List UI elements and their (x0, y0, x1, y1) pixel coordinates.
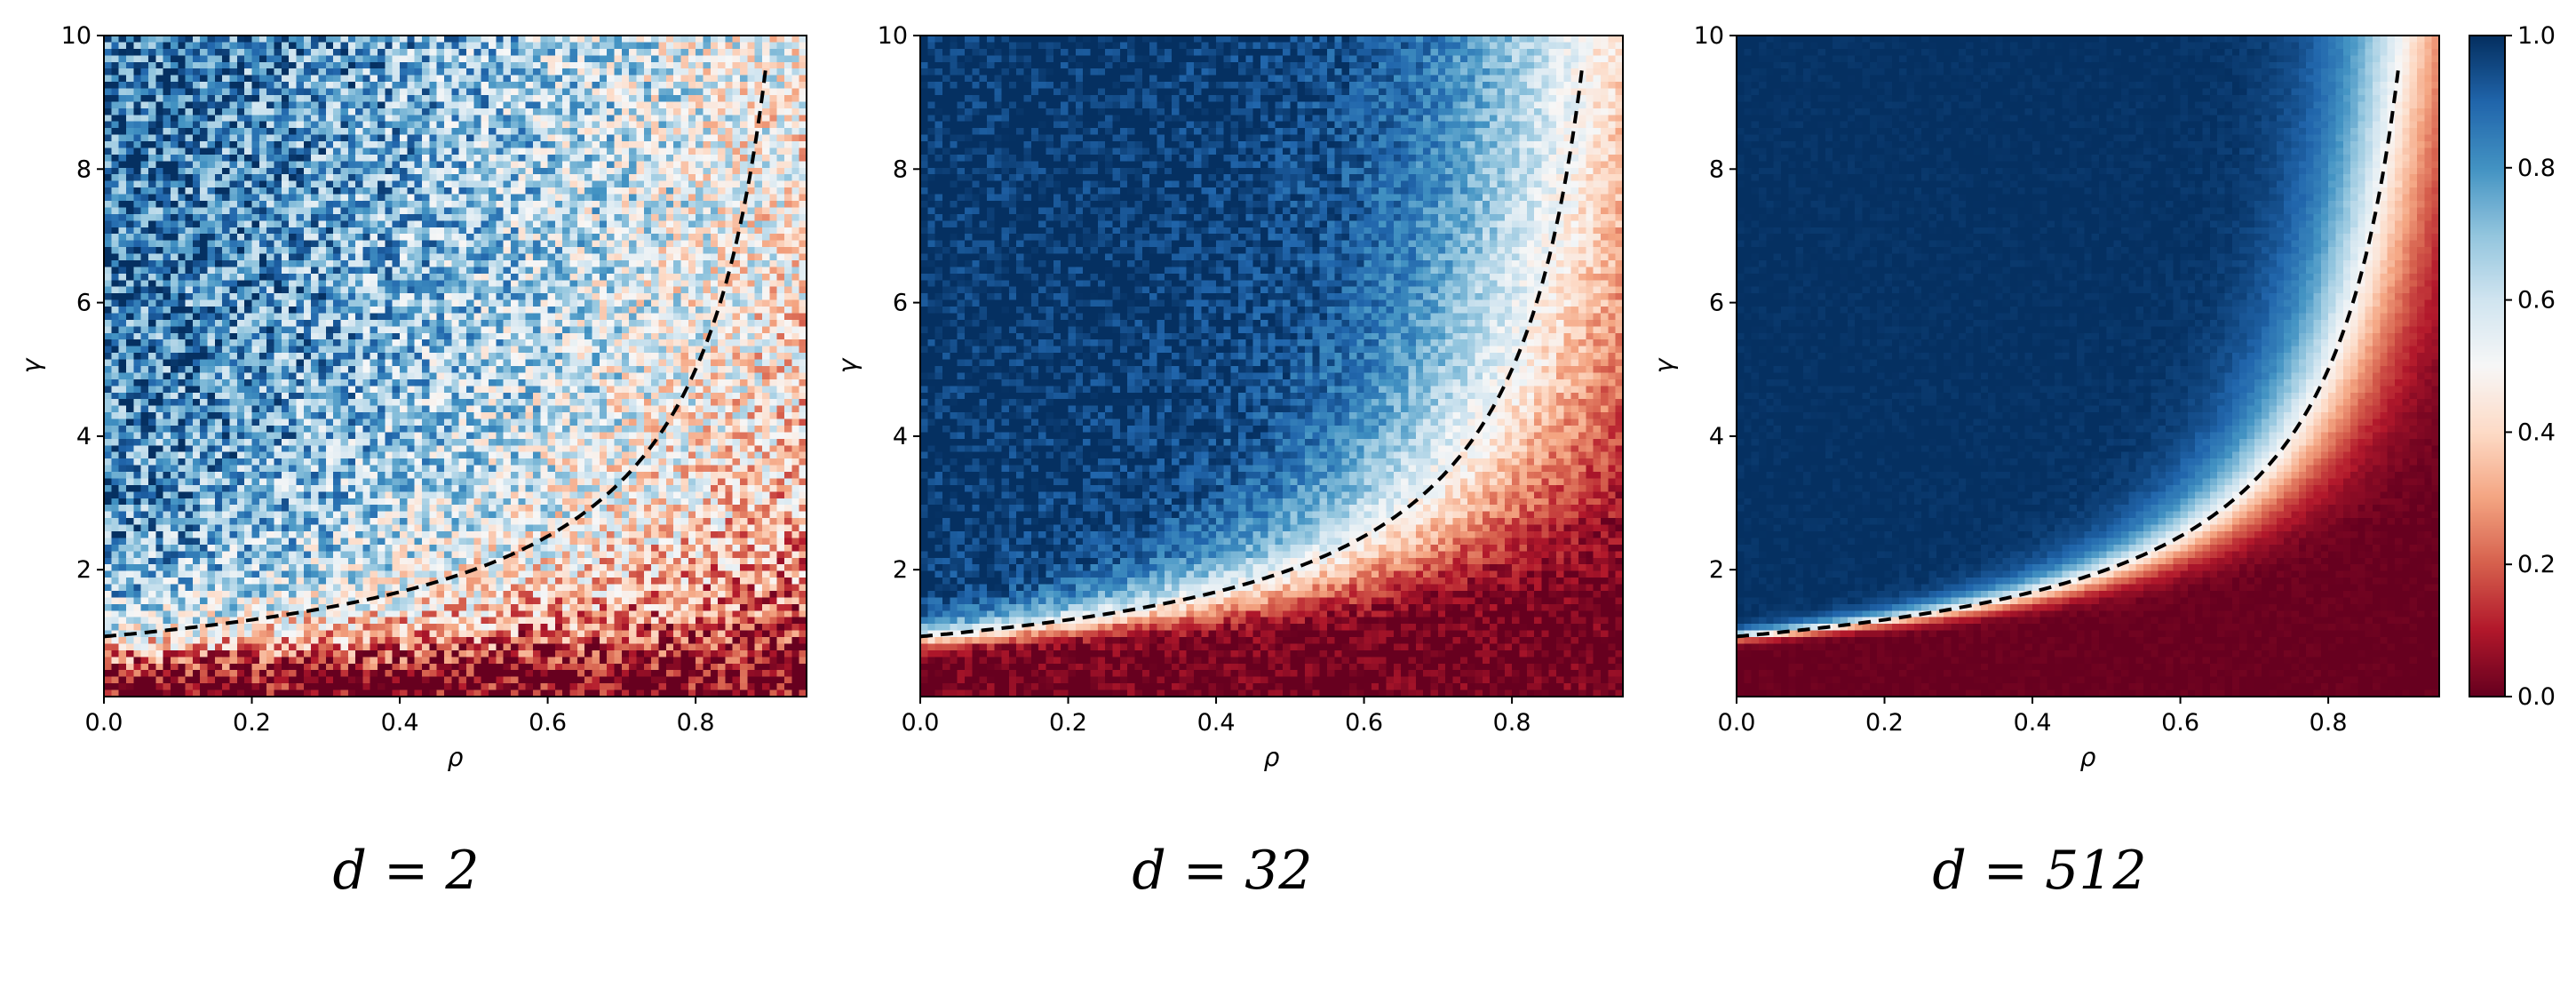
y-tick-label: 2 (76, 556, 91, 584)
colorbar-tick-label: 0.0 (2517, 683, 2556, 711)
boundary-curve (1736, 64, 2401, 639)
y-tick-label: 8 (893, 155, 908, 183)
y-tick-label: 4 (893, 423, 908, 450)
x-tick-label: 0.4 (1197, 709, 1236, 737)
colorbar-tick-label: 0.2 (2517, 551, 2556, 578)
heatmap-panel-2: 0.0 0.2 0.4 0.6 0.8 2 4 6 8 10 ρ γ d = 2 (17, 22, 807, 902)
colorbar-tick-label: 0.6 (2517, 287, 2556, 315)
y-tick-label: 4 (76, 423, 91, 450)
x-axis-label: ρ (448, 743, 464, 772)
x-tick-label: 0.2 (1865, 709, 1904, 737)
heatmap-cells (920, 36, 1623, 697)
x-tick-label: 0.6 (529, 709, 567, 737)
y-tick-label: 6 (76, 290, 91, 317)
y-tick-label: 10 (61, 22, 91, 50)
x-tick-label: 0.2 (1049, 709, 1087, 737)
heatmap-panel-32: 0.0 0.2 0.4 0.6 0.8 2 4 6 8 10 ρ γ d = 32 (833, 22, 1624, 902)
x-tick-label: 0.6 (1345, 709, 1383, 737)
x-tick-label: 0.0 (902, 709, 940, 737)
x-tick-label: 0.4 (381, 709, 419, 737)
colorbar-tick-label: 0.8 (2517, 155, 2556, 182)
panel-caption: d = 512 (1932, 840, 2146, 902)
boundary-curve (103, 64, 768, 639)
x-tick-label: 0.2 (233, 709, 271, 737)
colorbar-tick-label: 0.4 (2517, 418, 2556, 446)
y-tick-label: 10 (1694, 22, 1724, 50)
panel-caption: d = 2 (333, 840, 480, 902)
y-axis-label: γ (1650, 357, 1679, 373)
x-axis-label: ρ (1264, 743, 1280, 772)
y-tick-label: 6 (1709, 290, 1724, 317)
y-axis-label: γ (833, 357, 863, 373)
y-tick-label: 4 (1709, 423, 1724, 450)
y-tick-label: 2 (893, 556, 908, 584)
y-tick-label: 6 (893, 290, 908, 317)
colorbar-gradient (2469, 36, 2505, 697)
axes-frame (919, 35, 1624, 697)
y-tick-label: 8 (1709, 155, 1724, 183)
x-tick-label: 0.8 (1493, 709, 1531, 737)
y-tick-label: 10 (878, 22, 908, 50)
y-axis-label: γ (17, 357, 46, 373)
boundary-curve (919, 64, 1585, 639)
heatmap-panel-512: 0.0 0.2 0.4 0.6 0.8 2 4 6 8 10 ρ γ d = 512 (1650, 22, 2440, 902)
x-axis-label: ρ (2080, 743, 2096, 772)
y-tick-label: 2 (1709, 556, 1724, 584)
x-tick-label: 0.4 (2014, 709, 2052, 737)
y-tick-label: 8 (76, 155, 91, 183)
x-tick-label: 0.8 (2310, 709, 2348, 737)
x-tick-label: 0.6 (2161, 709, 2199, 737)
axes-frame (1736, 35, 2440, 697)
colorbar-tick-label: 1.0 (2517, 22, 2556, 50)
heatmap-cells (104, 36, 807, 697)
x-tick-label: 0.0 (1718, 709, 1756, 737)
heatmap-cells (1737, 36, 2439, 697)
x-tick-label: 0.0 (85, 709, 123, 737)
x-tick-label: 0.8 (677, 709, 715, 737)
colorbar: 0.0 0.2 0.4 0.6 0.8 1.0 (2469, 22, 2556, 711)
panel-caption: d = 32 (1132, 840, 1312, 902)
axes-frame (103, 35, 807, 697)
colorbar-frame (2469, 35, 2506, 697)
